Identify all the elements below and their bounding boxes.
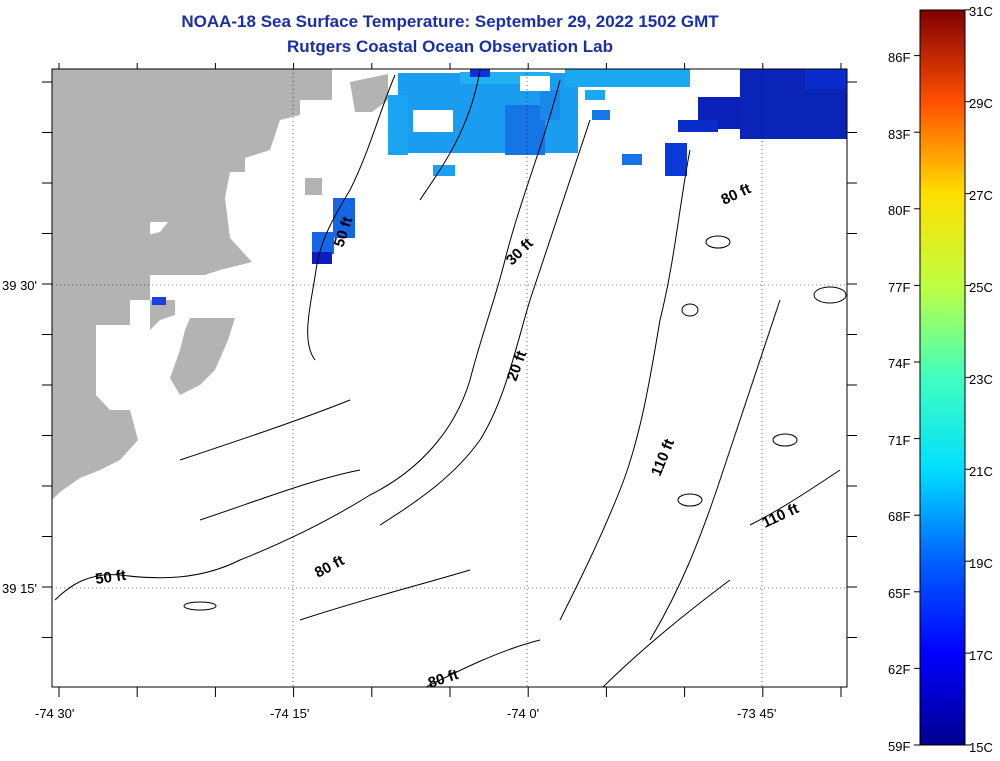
lon-label-74-0: -74 0' (507, 706, 540, 721)
cb-c-25: 25C (969, 280, 993, 295)
cb-f-68: 68F (888, 509, 911, 524)
land-mass (52, 69, 388, 500)
cb-c-31: 31C (969, 4, 993, 19)
contour-label-8: 50 ft (94, 567, 127, 588)
contour-label-3: 80 ft (719, 180, 754, 208)
lon-label-73-45: -73 45' (737, 706, 777, 721)
cb-f-59: 59F (888, 739, 911, 754)
cb-f-74: 74F (888, 356, 911, 371)
cb-c-17: 17C (969, 648, 993, 663)
chart-subtitle: Rutgers Coastal Ocean Observation Lab (287, 37, 613, 56)
cb-c-15: 15C (969, 740, 993, 755)
cb-f-62: 62F (888, 662, 911, 677)
lon-label-74-15: -74 15' (270, 706, 310, 721)
cb-f-77: 77F (888, 280, 911, 295)
cb-f-65: 65F (888, 586, 911, 601)
lon-label-74-30: -74 30' (35, 706, 75, 721)
axis-ticks (42, 63, 857, 697)
contour-label-5: 110 ft (648, 437, 678, 479)
lat-label-39-30: 39 30' (2, 278, 38, 293)
graticule (52, 69, 847, 687)
cb-c-19: 19C (969, 556, 993, 571)
cb-f-80: 80F (888, 203, 911, 218)
cb-f-86: 86F (888, 50, 911, 65)
cb-c-23: 23C (969, 372, 993, 387)
contour-label-7: 80 ft (312, 552, 347, 581)
contour-label-4: 20 ft (504, 349, 531, 384)
contour-label-2: 30 ft (503, 235, 537, 269)
contour-label-6: 110 ft (760, 500, 802, 532)
cb-c-29: 29C (969, 96, 993, 111)
depth-contours (54, 69, 847, 687)
cb-c-21: 21C (969, 464, 993, 479)
cb-f-71: 71F (888, 433, 911, 448)
colorbar-ticks (914, 9, 971, 746)
colorbar (919, 9, 966, 746)
cb-f-83: 83F (888, 127, 911, 142)
contour-label-9: 80 ft (426, 666, 461, 692)
lat-label-39-15: 39 15' (2, 581, 38, 596)
sst-pixels (152, 69, 847, 305)
cb-c-27: 27C (969, 188, 993, 203)
chart-title: NOAA-18 Sea Surface Temperature: Septemb… (181, 12, 719, 31)
